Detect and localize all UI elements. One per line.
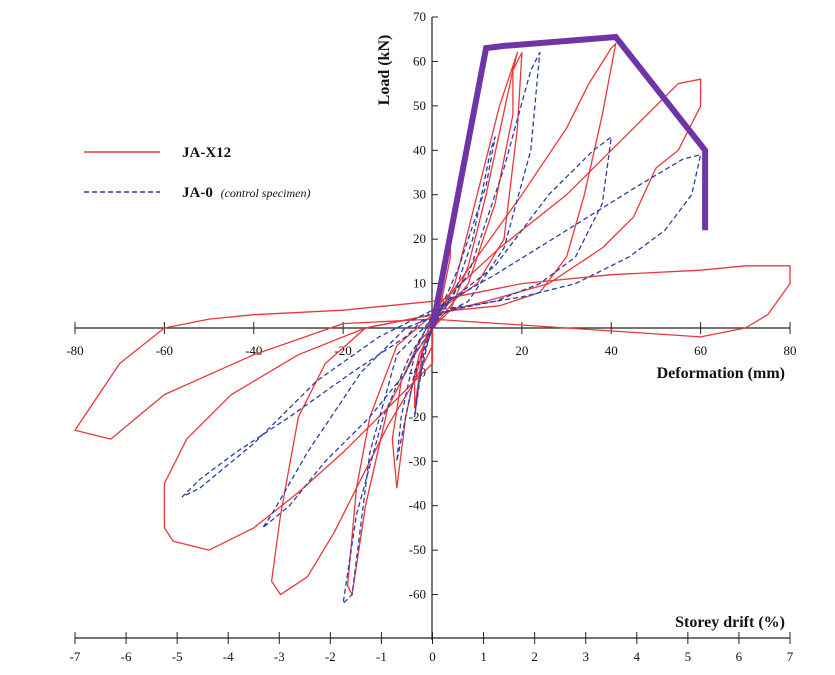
drift-tick-label: 7 [787,649,794,664]
drift-tick-label: -2 [325,649,336,664]
series-layer [74,33,791,605]
legend: JA-X12 JA-0 (control specimen) [84,145,310,201]
series-ja-0-loop-2 [396,136,496,462]
x-tick-label: -60 [156,343,173,358]
y-tick-label: 30 [413,187,426,202]
series-ja-x12-loop-6 [74,265,791,440]
y-tick-label: -20 [409,409,426,424]
y-tick-label: -60 [409,587,426,602]
x-axis-title: Deformation (mm) [657,365,785,382]
drift-tick-label: -3 [274,649,285,664]
x-tick-label: 80 [784,343,797,358]
y-tick-label: 40 [413,142,426,157]
drift-tick-label: -5 [172,649,183,664]
drift-tick-label: -6 [121,649,132,664]
drift-axis-title: Storey drift (%) [675,614,785,631]
x-tick-label: -20 [334,343,351,358]
y-tick-label: 60 [413,53,426,68]
legend-label-ja-0: JA-0 (control specimen) [182,185,310,201]
drift-tick-label: 0 [429,649,436,664]
drift-tick-label: 2 [531,649,538,664]
drift-tick-label: 3 [582,649,589,664]
x-tick-label: -40 [245,343,262,358]
y-tick-label: 50 [413,98,426,113]
y-tick-label: -50 [409,542,426,557]
y-tick-label: 20 [413,231,426,246]
drift-tick-label: 5 [685,649,692,664]
x-tick-label: 20 [515,343,528,358]
y-tick-label: 10 [413,276,426,291]
x-tick-label: 60 [694,343,707,358]
series-envelope-line [429,33,709,329]
series-ja-x12-loop-4 [270,43,617,596]
legend-label-ja-x12: JA-X12 [182,145,231,161]
drift-tick-label: 4 [634,649,641,664]
drift-tick-label: 1 [480,649,487,664]
y-tick-label: -40 [409,498,426,513]
drift-tick-label: -4 [223,649,234,664]
x-tick-label: 40 [605,343,618,358]
drift-tick-label: 6 [736,649,743,664]
y-tick-label: 70 [413,9,426,24]
x-tick-label: -80 [66,343,83,358]
series-ja-0-loop-5 [181,154,702,498]
y-axis-title: Load (kN) [376,35,393,106]
series-ja-0-loop-4 [262,136,612,529]
drift-tick-label: -7 [70,649,81,664]
y-tick-label: -30 [409,453,426,468]
drift-tick-label: -1 [376,649,387,664]
